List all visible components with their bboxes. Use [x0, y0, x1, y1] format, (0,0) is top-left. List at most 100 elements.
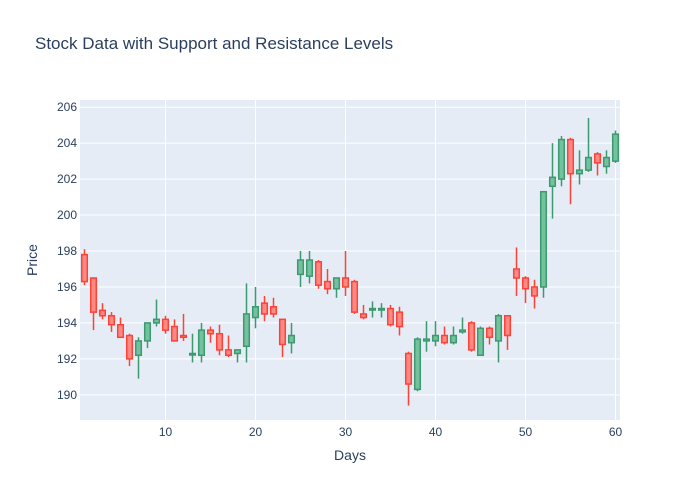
grid-lines	[80, 100, 620, 420]
candlestick	[521, 276, 530, 304]
x-tick-label: 60	[609, 425, 623, 439]
candlestick	[305, 251, 314, 284]
y-tick-label: 196	[57, 280, 77, 294]
y-axis-ticks: 190 192 194 196 198 200 202 204 206	[57, 100, 77, 402]
candlestick	[539, 190, 548, 298]
candle-body	[566, 138, 575, 175]
candlestick	[404, 351, 413, 406]
candlestick	[593, 152, 602, 176]
candle-body	[575, 169, 584, 175]
candlestick	[395, 306, 404, 336]
candle-body	[170, 325, 179, 342]
y-tick-label: 194	[57, 316, 77, 330]
candlestick	[431, 321, 440, 347]
candle-body	[485, 327, 494, 339]
candlestick	[188, 333, 197, 363]
candlestick	[80, 249, 89, 286]
candle-body	[296, 259, 305, 276]
candlestick	[548, 143, 557, 219]
candle-body	[476, 327, 485, 357]
candlestick	[467, 321, 476, 352]
y-tick-label: 206	[57, 100, 77, 114]
candlestick	[359, 304, 368, 320]
candle-body	[251, 305, 260, 319]
x-tick-label: 30	[339, 425, 353, 439]
candle-body	[449, 334, 458, 344]
candle-body	[98, 309, 107, 317]
candlestick	[116, 317, 125, 339]
candle-body	[269, 305, 278, 315]
candlestick	[341, 251, 350, 296]
plot-area	[80, 100, 620, 420]
candlestick	[512, 247, 521, 296]
candlestick	[170, 319, 179, 342]
candlestick	[197, 322, 206, 363]
candle-body	[125, 334, 134, 360]
candle-body	[458, 329, 467, 333]
candle-body	[287, 334, 296, 344]
candle-body	[395, 311, 404, 328]
candle-body	[467, 322, 476, 351]
x-tick-label: 10	[159, 425, 173, 439]
candle-body	[440, 334, 449, 344]
candlestick	[323, 268, 332, 295]
candle-body	[206, 329, 215, 335]
candlestick	[476, 326, 485, 357]
x-tick-label: 20	[249, 425, 263, 439]
candlestick	[584, 117, 593, 172]
candle-body	[197, 329, 206, 357]
candle-body	[242, 313, 251, 348]
candlestick	[602, 150, 611, 174]
candlestick	[422, 321, 431, 352]
candle-body	[161, 318, 170, 331]
candle-body	[539, 190, 548, 288]
candlestick	[89, 277, 98, 331]
candlestick	[494, 313, 503, 363]
candlestick	[368, 301, 377, 318]
candle-body	[611, 133, 620, 162]
candle-body	[305, 259, 314, 277]
candle-body	[584, 156, 593, 171]
y-tick-label: 198	[57, 244, 77, 258]
candlestick	[251, 286, 260, 329]
candlestick	[440, 326, 449, 345]
y-tick-label: 202	[57, 172, 77, 186]
y-tick-label: 204	[57, 136, 77, 150]
candlestick	[332, 277, 341, 298]
candlestick	[530, 279, 539, 309]
candlestick	[566, 137, 575, 205]
candle-body	[89, 277, 98, 313]
candlestick	[134, 337, 143, 379]
candlestick	[458, 317, 467, 334]
x-tick-label: 40	[429, 425, 443, 439]
candlestick	[413, 337, 422, 392]
candle-body	[503, 314, 512, 337]
candlestick	[233, 349, 242, 363]
candlestick	[269, 297, 278, 318]
candlestick	[503, 314, 512, 350]
candle-body	[521, 277, 530, 290]
candlestick	[350, 279, 359, 314]
candlestick	[107, 312, 116, 332]
candlestick	[611, 130, 620, 163]
candlestick	[575, 150, 584, 185]
chart-title: Stock Data with Support and Resistance L…	[35, 34, 394, 53]
candle-body	[494, 314, 503, 342]
candle-body	[557, 138, 566, 180]
candlestick	[449, 326, 458, 345]
candlestick	[386, 304, 395, 327]
candlestick	[152, 299, 161, 327]
candle-body	[233, 349, 242, 355]
candle-body	[323, 280, 332, 290]
candle-body	[278, 318, 287, 346]
candle-body	[368, 307, 377, 311]
candle-body	[224, 349, 233, 357]
candle-body	[422, 338, 431, 342]
candle-body	[188, 352, 197, 356]
candle-body	[107, 314, 116, 326]
y-tick-label: 200	[57, 208, 77, 222]
candle-body	[332, 277, 341, 290]
candle-body	[116, 323, 125, 339]
candlestick	[287, 322, 296, 354]
